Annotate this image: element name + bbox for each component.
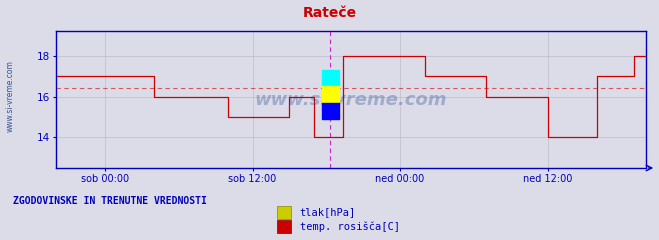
Text: tlak[hPa]: tlak[hPa] bbox=[300, 207, 356, 217]
Text: www.si-vreme.com: www.si-vreme.com bbox=[254, 91, 447, 109]
Text: Rateče: Rateče bbox=[302, 6, 357, 20]
Text: temp. rosišča[C]: temp. rosišča[C] bbox=[300, 222, 400, 232]
Text: www.si-vreme.com: www.si-vreme.com bbox=[5, 60, 14, 132]
Text: ZGODOVINSKE IN TRENUTNE VREDNOSTI: ZGODOVINSKE IN TRENUTNE VREDNOSTI bbox=[13, 196, 207, 206]
